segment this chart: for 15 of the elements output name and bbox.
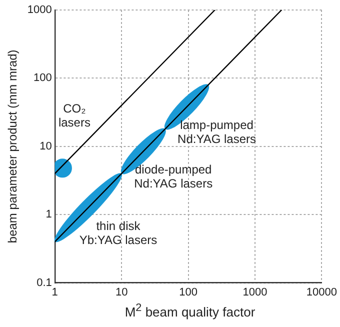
series-label: diode-pumped Nd:YAG lasers — [134, 162, 213, 191]
x-tick-label: 10000 — [306, 286, 338, 298]
x-tick-label: 10 — [115, 286, 128, 298]
series-label: thin disk Yb:YAG lasers — [79, 218, 158, 247]
x-tick-label: 1000 — [242, 286, 268, 298]
x-tick-label: 100 — [179, 286, 198, 298]
x-axis-title: M$^{2}$ beam quality factor — [124, 302, 256, 320]
y-axis-title: beam parameter product (mm mrad) — [6, 50, 20, 244]
y-tick-label: 100 — [34, 72, 52, 84]
y-tick-label: 0.1 — [36, 276, 52, 289]
y-tick-label: 10 — [40, 140, 52, 152]
text: CO₂ lasers — [58, 101, 90, 130]
y-tick-label: 1000 — [27, 4, 52, 16]
y-tick-label: 1 — [46, 208, 52, 221]
series-label: lamp-pumped Nd:YAG lasers — [178, 118, 256, 146]
